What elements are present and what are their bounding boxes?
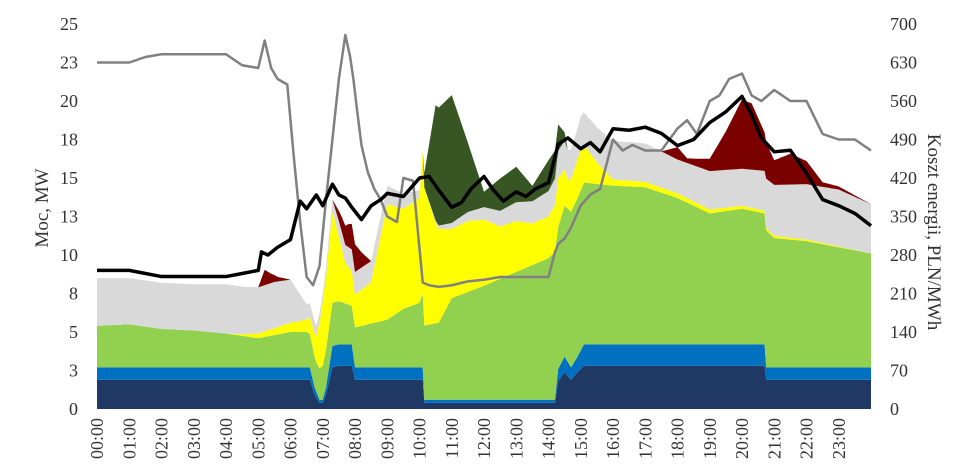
area-layer-4-yellow	[97, 145, 871, 369]
x-tick-label: 01:00	[119, 418, 139, 459]
y2-tick-label: 280	[890, 245, 917, 265]
price-line	[97, 33, 872, 289]
x-tick-label: 07:00	[313, 418, 333, 459]
x-tick-label: 05:00	[248, 418, 268, 459]
y-tick-label: 5	[69, 322, 78, 342]
x-tick-label: 06:00	[281, 418, 301, 459]
y-axis-title: Moc, MW	[32, 168, 53, 247]
right-axis-ticks: 0 70 140 210 280 350 420 490 560 630 700	[890, 14, 917, 419]
x-tick-label: 12:00	[474, 418, 494, 459]
x-tick-label: 23:00	[829, 418, 849, 459]
y2-tick-label: 140	[890, 322, 917, 342]
line-layers	[97, 33, 873, 289]
area-layer-3-green	[97, 182, 871, 400]
x-tick-label: 11:00	[442, 418, 462, 458]
y2-tick-label: 70	[890, 361, 908, 381]
y2-tick-label: 490	[890, 130, 917, 150]
y2-axis-title: Koszt energii, PLN/MWh	[923, 134, 944, 331]
x-tick-label: 03:00	[184, 418, 204, 459]
y2-tick-label: 630	[890, 53, 917, 73]
y2-tick-label: 210	[890, 284, 917, 304]
y2-tick-label: 560	[890, 91, 917, 111]
y2-tick-label: 350	[890, 207, 917, 227]
x-tick-label: 19:00	[700, 418, 720, 459]
x-tick-label: 13:00	[506, 418, 526, 459]
y2-tick-label: 0	[890, 399, 899, 419]
area-layer-7-darkred	[97, 95, 871, 326]
area-layers	[97, 95, 871, 409]
total-power-line	[97, 94, 873, 279]
x-tick-label: 16:00	[603, 418, 623, 459]
y-tick-label: 15	[60, 168, 78, 188]
left-axis-ticks: 0 3 5 8 10 13 15 18 20 23 25	[60, 14, 78, 419]
x-tick-label: 08:00	[345, 418, 365, 459]
x-tick-label: 14:00	[539, 418, 559, 459]
y-tick-label: 10	[60, 245, 78, 265]
x-tick-label: 10:00	[410, 418, 430, 459]
x-tick-label: 21:00	[764, 418, 784, 459]
y-tick-label: 0	[69, 399, 78, 419]
y-tick-label: 23	[60, 53, 78, 73]
x-tick-label: 09:00	[377, 418, 397, 459]
x-tick-label: 17:00	[635, 418, 655, 459]
y-tick-label: 18	[60, 130, 78, 150]
x-tick-label: 20:00	[732, 418, 752, 459]
y2-tick-label: 420	[890, 168, 917, 188]
x-tick-label: 18:00	[668, 418, 688, 459]
area-layer-2-blue	[97, 344, 871, 403]
x-tick-label: 00:00	[87, 418, 107, 459]
y-tick-label: 3	[69, 361, 78, 381]
x-tick-label: 15:00	[571, 418, 591, 459]
area-layer-5-gray	[97, 112, 871, 337]
y-tick-label: 25	[60, 14, 78, 34]
y2-tick-label: 700	[890, 14, 917, 34]
x-tick-label: 04:00	[216, 418, 236, 459]
x-axis-ticks: 00:00 01:00 02:00 03:00 04:00 05:00 06:00 07:00…	[87, 418, 849, 459]
x-tick-label: 22:00	[797, 418, 817, 459]
y-tick-label: 8	[69, 284, 78, 304]
area-layer-1-navy	[97, 365, 871, 409]
x-tick-label: 02:00	[152, 418, 172, 459]
y-tick-label: 13	[60, 207, 78, 227]
y-tick-label: 20	[60, 91, 78, 111]
